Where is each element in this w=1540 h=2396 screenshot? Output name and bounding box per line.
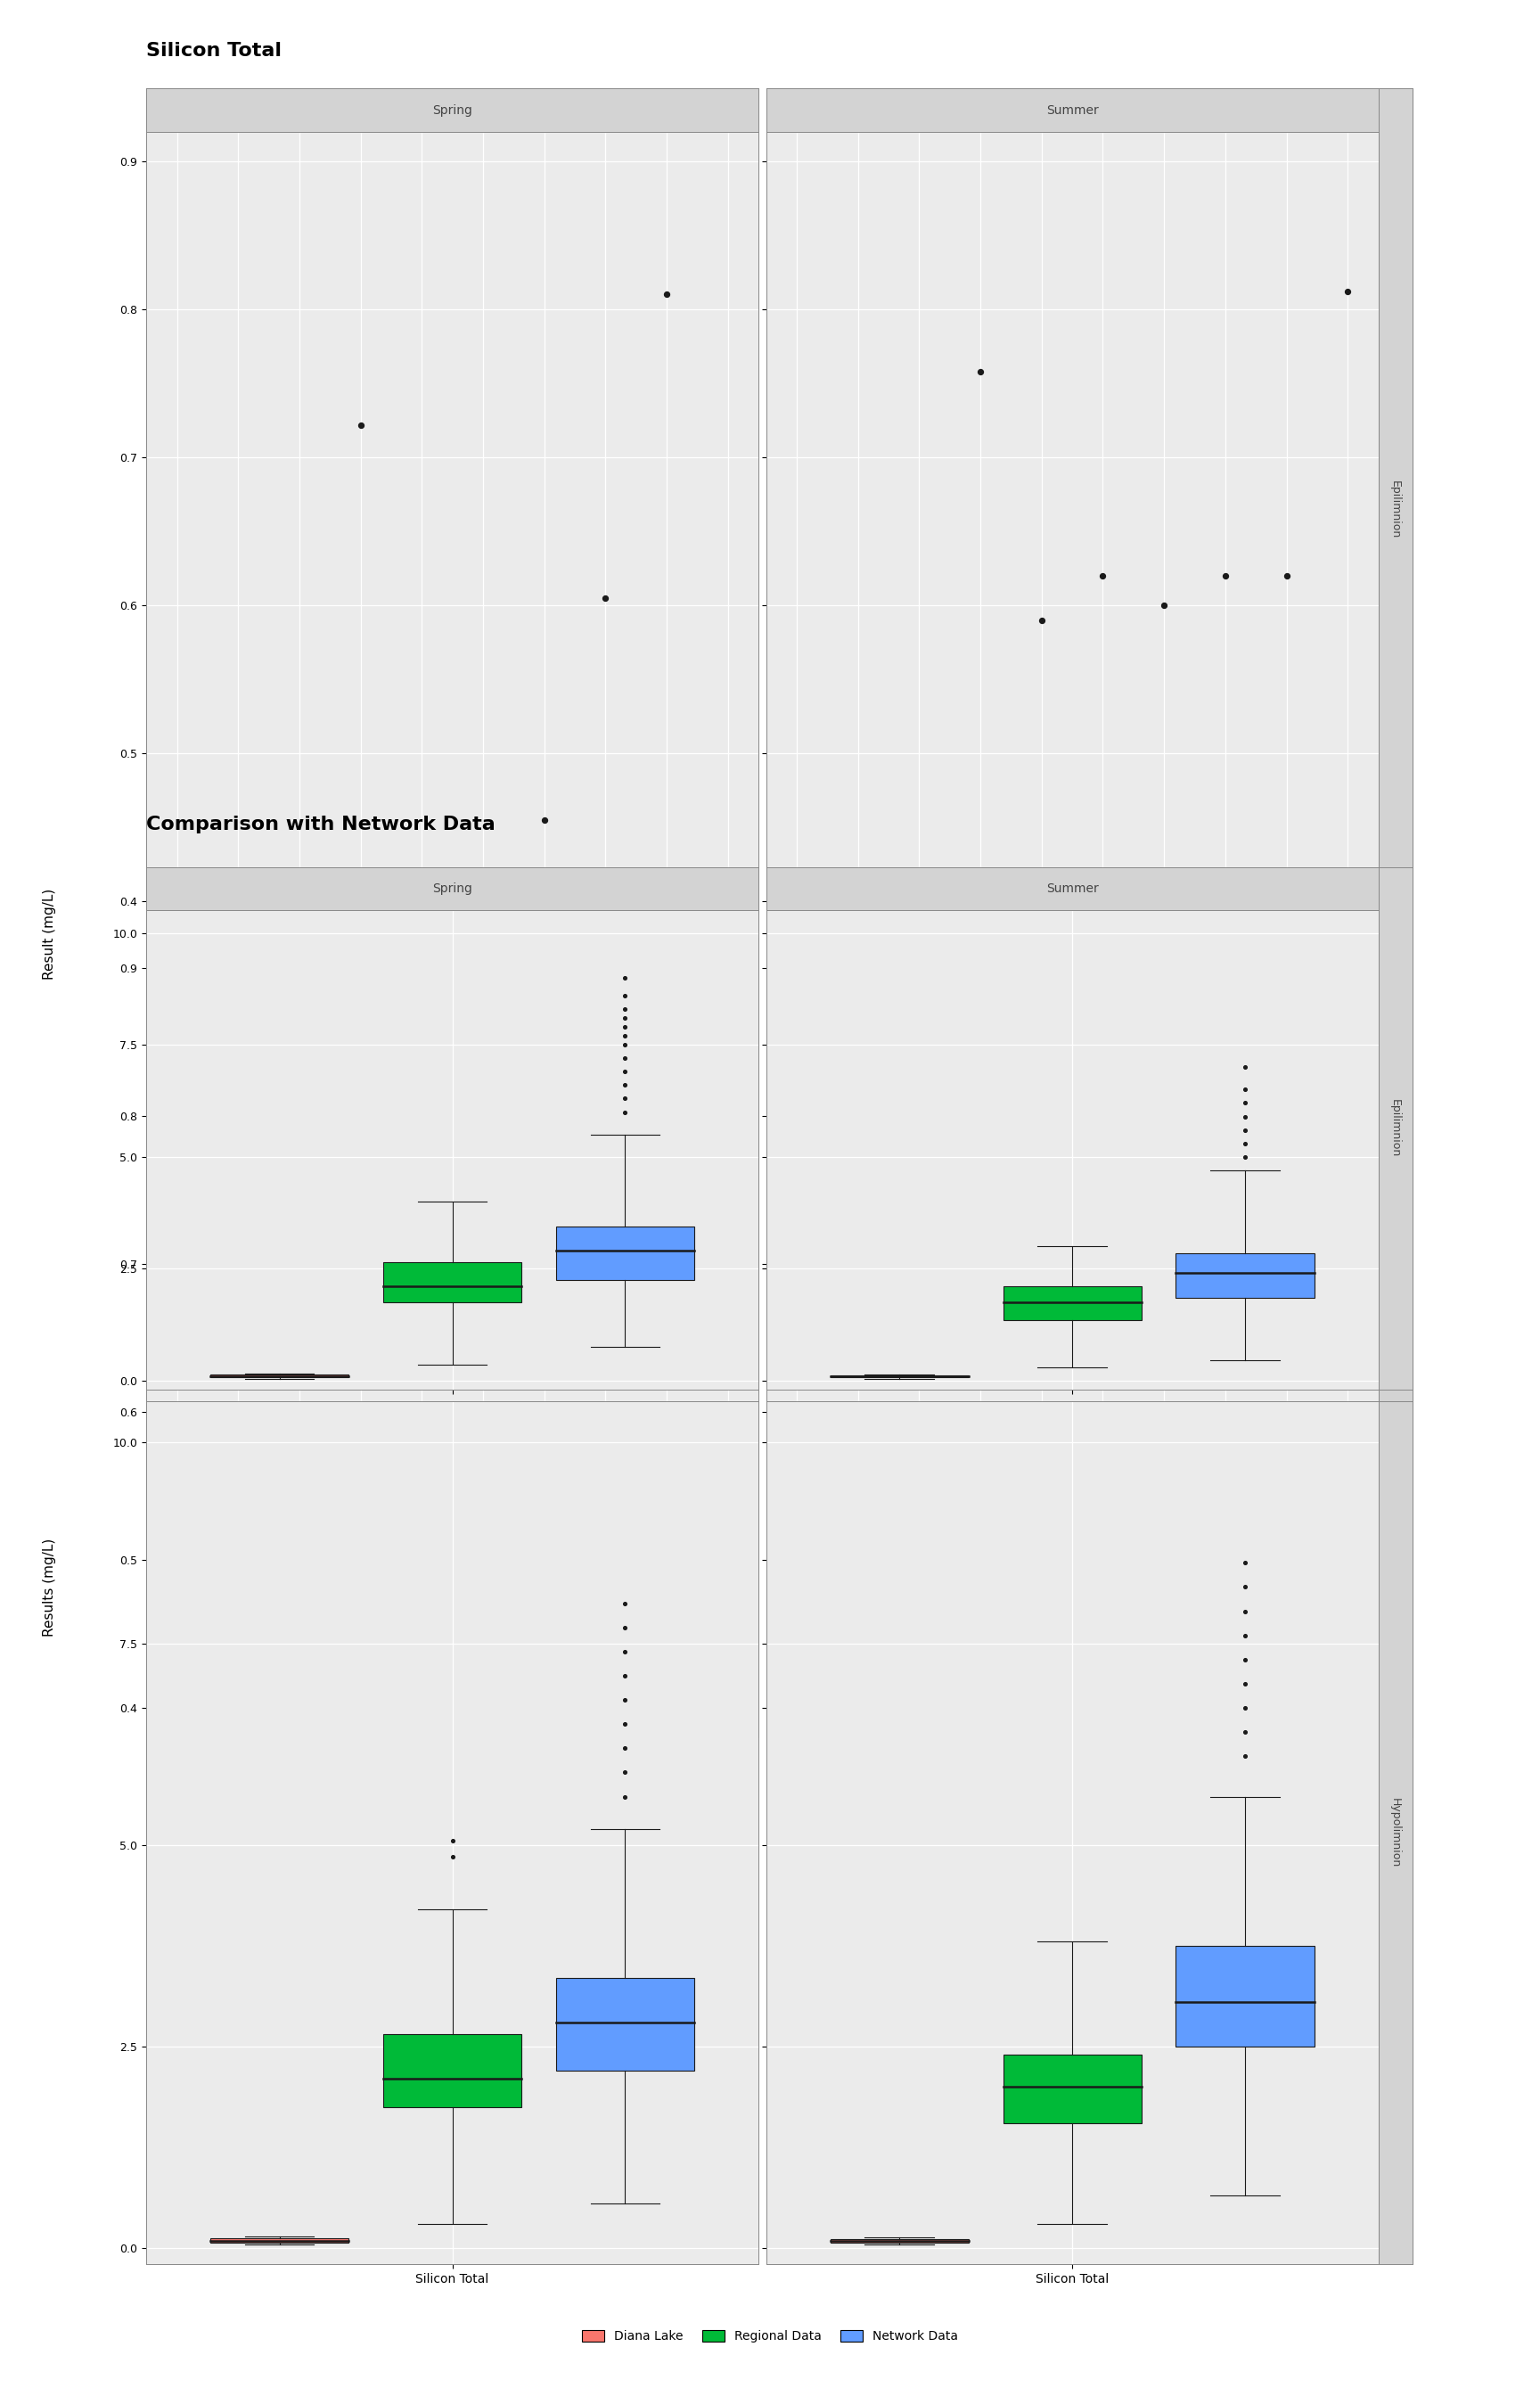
Point — [471, 1622, 496, 1660]
Point — [1232, 1689, 1257, 1728]
Text: Hypolimnion: Hypolimnion — [1389, 1303, 1401, 1373]
Point — [1214, 1296, 1238, 1335]
Point — [1232, 1617, 1257, 1656]
Text: Result (mg/L): Result (mg/L) — [43, 889, 55, 980]
Point — [531, 800, 556, 839]
Point — [1232, 1138, 1257, 1176]
Text: Hypolimnion: Hypolimnion — [1389, 1797, 1401, 1869]
Point — [1232, 1567, 1257, 1605]
Point — [1152, 1421, 1177, 1459]
Point — [969, 1037, 993, 1076]
Point — [613, 1066, 638, 1105]
Point — [1152, 587, 1177, 625]
Point — [613, 1025, 638, 1064]
Bar — [211, 2238, 348, 2243]
Point — [1214, 556, 1238, 594]
Point — [613, 1009, 638, 1047]
Bar — [1177, 1253, 1314, 1299]
Bar — [383, 2034, 522, 2106]
Point — [613, 1730, 638, 1768]
Point — [1090, 1519, 1115, 1557]
Bar — [556, 1227, 695, 1279]
Point — [531, 1608, 556, 1646]
Point — [613, 978, 638, 1016]
Point — [613, 1052, 638, 1090]
Point — [1232, 1665, 1257, 1704]
Point — [1232, 1071, 1257, 1109]
Bar — [830, 2240, 969, 2243]
Legend: Diana Lake, Regional Data, Network Data: Diana Lake, Regional Data, Network Data — [578, 2324, 962, 2348]
Text: Summer: Summer — [1046, 882, 1098, 896]
Point — [1232, 1097, 1257, 1136]
Text: Spring: Spring — [433, 882, 473, 896]
Point — [1232, 1047, 1257, 1085]
Bar — [1003, 2056, 1141, 2123]
Text: Spring: Spring — [433, 103, 473, 117]
Point — [440, 1821, 465, 1859]
Point — [1274, 556, 1298, 594]
Bar — [1003, 1287, 1141, 1320]
Point — [613, 1778, 638, 1816]
Point — [613, 1081, 638, 1119]
Point — [613, 1754, 638, 1792]
Point — [1232, 1124, 1257, 1162]
Text: Epilimnion: Epilimnion — [1389, 1100, 1401, 1157]
Point — [613, 1706, 638, 1744]
Text: Silicon Total: Silicon Total — [146, 43, 282, 60]
Bar — [383, 1263, 522, 1303]
Point — [613, 1040, 638, 1078]
Bar — [1177, 1946, 1314, 2046]
Point — [348, 405, 373, 443]
Point — [348, 1112, 373, 1150]
Point — [531, 860, 556, 898]
Point — [1232, 1083, 1257, 1121]
Point — [1232, 1641, 1257, 1680]
Bar — [556, 1979, 695, 2070]
Point — [654, 1045, 679, 1083]
Text: Epilimnion: Epilimnion — [1389, 482, 1401, 539]
Text: Comparison with Network Data: Comparison with Network Data — [146, 817, 496, 834]
Point — [654, 276, 679, 314]
Text: Hypolimnion: Hypolimnion — [1389, 1303, 1401, 1373]
Text: Epilimnion: Epilimnion — [1389, 884, 1401, 942]
Text: Results (mg/L): Results (mg/L) — [43, 1538, 55, 1636]
Bar — [211, 1375, 348, 1378]
Point — [440, 1838, 465, 1876]
Point — [1232, 1737, 1257, 1775]
Point — [1335, 273, 1360, 311]
Point — [613, 1632, 638, 1670]
Text: Summer: Summer — [1046, 103, 1098, 117]
Point — [593, 1392, 618, 1430]
Point — [613, 1680, 638, 1718]
Point — [1029, 601, 1053, 640]
Point — [1274, 1296, 1298, 1335]
Point — [613, 1016, 638, 1054]
Point — [613, 1584, 638, 1622]
Point — [1029, 1332, 1053, 1371]
Point — [613, 1093, 638, 1131]
Point — [1335, 985, 1360, 1023]
Point — [613, 999, 638, 1037]
Point — [1232, 1591, 1257, 1629]
Point — [1232, 1543, 1257, 1581]
Point — [1232, 1112, 1257, 1150]
Point — [613, 1608, 638, 1646]
Point — [593, 580, 618, 618]
Point — [1232, 1713, 1257, 1751]
Point — [613, 958, 638, 997]
Point — [1090, 556, 1115, 594]
Point — [613, 990, 638, 1028]
Point — [613, 1656, 638, 1694]
Point — [969, 352, 993, 391]
